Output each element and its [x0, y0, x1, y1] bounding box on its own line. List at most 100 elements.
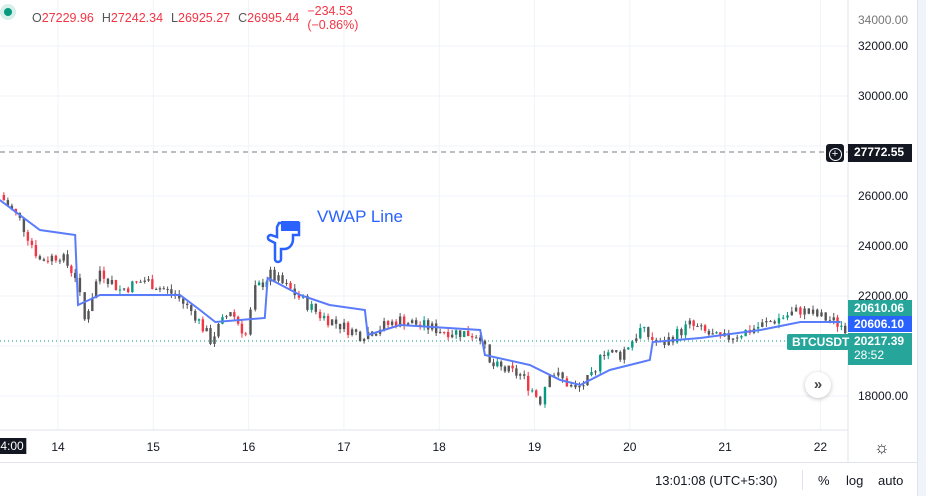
add-alert-button[interactable]: + [826, 144, 844, 162]
candle-body [362, 339, 366, 342]
candle-body [382, 321, 386, 330]
candle-body [127, 288, 130, 293]
candle-body [147, 279, 150, 281]
open-label: O [32, 11, 42, 25]
candle-body [269, 269, 272, 282]
candle-body [773, 321, 776, 324]
time-tick: 20 [623, 440, 637, 454]
candle-body [34, 245, 38, 257]
candle-body [26, 232, 30, 241]
candle-body [166, 289, 169, 291]
candle-body [374, 333, 378, 336]
candle-body [799, 307, 802, 315]
price-tick: 34000.00 [858, 13, 909, 27]
candle-body [30, 240, 34, 246]
candle-body [94, 281, 98, 298]
candle-body [194, 310, 197, 321]
candle-body [832, 317, 835, 321]
candle-body [334, 319, 338, 324]
candle-body [499, 361, 503, 367]
candle-body [46, 260, 50, 262]
candle-body [675, 329, 679, 343]
candle-body [651, 337, 654, 340]
vwap-line [0, 199, 841, 387]
candle-body [680, 329, 683, 336]
candle-body [574, 384, 577, 388]
price-tick: 22000.00 [858, 289, 909, 303]
candle-body [62, 254, 65, 261]
close-value: 26995.44 [247, 11, 300, 25]
candle-body [786, 315, 789, 318]
auto-toggle[interactable]: auto [878, 473, 904, 488]
plus-circle-icon: + [828, 148, 842, 161]
time-tick: 4:00 [0, 438, 27, 454]
low-label: L [171, 11, 178, 25]
candle-body [603, 355, 606, 357]
candle-body [154, 289, 158, 291]
right-panel-border [917, 0, 926, 496]
candle-body [322, 315, 326, 319]
scroll-to-realtime-button[interactable]: » [805, 372, 831, 398]
candle-body [229, 312, 232, 317]
price-tick: 32000.00 [858, 39, 909, 53]
candle-body [454, 330, 458, 335]
price-tick: 26000.00 [858, 189, 909, 203]
candle-body [310, 303, 313, 310]
candle-body [631, 341, 634, 348]
candle-body [811, 309, 815, 314]
candle-body [182, 298, 185, 304]
high-value: 27242.34 [110, 11, 164, 25]
candle-body [703, 325, 707, 331]
clock[interactable]: 13:01:08 (UTC+5:30) [655, 473, 778, 488]
candle-body [225, 316, 228, 318]
candle-body [217, 323, 220, 337]
candle-body [170, 289, 173, 294]
candle-body [688, 320, 692, 325]
low-value: 26925.27 [178, 11, 231, 25]
candle-body [470, 336, 474, 338]
candle-body [6, 200, 10, 206]
candle-body [354, 329, 358, 332]
candle-body [496, 361, 499, 367]
candle-body [151, 279, 154, 290]
candle-body [707, 330, 711, 335]
candle-body [843, 325, 847, 334]
price-chart[interactable] [0, 0, 918, 462]
candle-body [807, 308, 811, 314]
candle-body [478, 337, 482, 341]
candle-body [414, 320, 418, 325]
candle-body [820, 312, 823, 317]
candle-body [201, 319, 205, 332]
candle-body [450, 334, 454, 338]
candle-body [186, 303, 189, 306]
candle-body [582, 385, 585, 387]
settings-icon[interactable]: ☼ [874, 438, 890, 457]
candle-body [782, 317, 785, 319]
candle-body [535, 390, 538, 397]
candle-body [73, 272, 77, 278]
candle-body [803, 308, 806, 315]
candle-body [402, 316, 406, 326]
hand-pointing-down-icon [266, 221, 301, 264]
log-toggle[interactable]: log [846, 473, 864, 488]
candle-body [561, 372, 564, 379]
candle-body [442, 331, 446, 333]
candle-body [684, 324, 687, 336]
candle-body [438, 331, 442, 334]
candle-body [233, 312, 236, 317]
candle-body [326, 315, 330, 326]
candle-body [756, 326, 760, 329]
candle-body [54, 255, 58, 261]
candle-body [840, 325, 843, 327]
price-tick: 18000.00 [858, 389, 909, 403]
candle-body [731, 338, 735, 340]
percent-toggle[interactable]: % [818, 473, 830, 488]
candle-body [615, 350, 618, 352]
candle-body [205, 328, 208, 332]
candle-body [458, 330, 462, 338]
annotation-text: VWAP Line [317, 207, 403, 226]
candle-body [110, 279, 114, 284]
candle-body [816, 309, 819, 317]
candle-body [828, 320, 832, 322]
last-price: 20217.39 [854, 334, 905, 348]
